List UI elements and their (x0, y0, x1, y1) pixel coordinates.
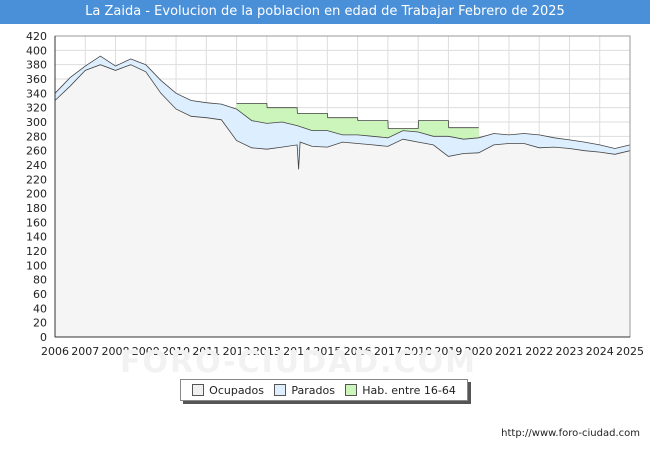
y-tick-label: 160 (26, 216, 47, 229)
y-tick-label: 140 (26, 231, 47, 244)
legend-swatch-ocupados (192, 384, 205, 396)
x-tick-label: 2018 (404, 345, 432, 358)
y-tick-label: 60 (33, 288, 47, 301)
legend-label-parados: Parados (291, 383, 335, 397)
x-tick-label: 2019 (434, 345, 462, 358)
y-tick-label: 120 (26, 245, 47, 258)
series-line-ocupados (54, 64, 631, 170)
x-tick-label: 2025 (616, 345, 644, 358)
y-tick-label: 240 (26, 159, 47, 172)
x-tick-label: 2012 (223, 345, 251, 358)
y-tick-label: 0 (40, 331, 47, 344)
x-tick-label: 2006 (41, 345, 69, 358)
legend-swatch-parados (274, 384, 287, 396)
legend-swatch-hab (345, 384, 358, 396)
y-tick-label: 40 (33, 302, 47, 315)
series-line-hab-entre-16-64 (236, 103, 479, 129)
y-tick-label: 260 (26, 145, 47, 158)
x-tick-label: 2015 (313, 345, 341, 358)
x-tick-label: 2016 (344, 345, 372, 358)
x-tick-label: 2020 (465, 345, 493, 358)
x-tick-label: 2011 (192, 345, 220, 358)
y-tick-label: 220 (26, 173, 47, 186)
watermark-text: FORO-CIUDAD.COM (120, 345, 477, 380)
x-tick-label: 2010 (162, 345, 190, 358)
y-tick-label: 340 (26, 87, 47, 100)
source-link[interactable]: http://www.foro-ciudad.com (501, 428, 640, 439)
y-tick-label: 360 (26, 73, 47, 86)
y-tick-label: 280 (26, 130, 47, 143)
y-tick-label: 400 (26, 44, 47, 57)
legend-item-hab: Hab. entre 16-64 (345, 384, 456, 397)
legend-label-hab: Hab. entre 16-64 (362, 383, 456, 397)
y-tick-label: 380 (26, 59, 47, 72)
x-tick-label: 2007 (71, 345, 99, 358)
y-tick-label: 20 (33, 317, 47, 330)
y-tick-label: 180 (26, 202, 47, 215)
chart-legend: Ocupados Parados Hab. entre 16-64 (180, 379, 468, 401)
legend-label-ocupados: Ocupados (209, 383, 265, 397)
x-tick-label: 2024 (586, 345, 614, 358)
chart-title: La Zaida - Evolucion de la poblacion en … (0, 0, 650, 24)
y-tick-label: 80 (33, 274, 47, 287)
legend-item-parados: Parados (274, 384, 335, 397)
x-tick-label: 2022 (525, 345, 553, 358)
x-tick-label: 2017 (374, 345, 402, 358)
x-tick-label: 2021 (495, 345, 523, 358)
x-tick-label: 2013 (253, 345, 281, 358)
y-tick-label: 300 (26, 116, 47, 129)
y-tick-label: 200 (26, 188, 47, 201)
x-tick-label: 2023 (555, 345, 583, 358)
x-tick-label: 2008 (102, 345, 130, 358)
y-tick-label: 320 (26, 102, 47, 115)
y-tick-label: 420 (26, 30, 47, 43)
series-area-ocupados (55, 64, 630, 337)
x-tick-label: 2009 (132, 345, 160, 358)
series-line-parados (54, 55, 631, 149)
x-tick-label: 2014 (283, 345, 311, 358)
y-tick-label: 100 (26, 259, 47, 272)
legend-item-ocupados: Ocupados (192, 384, 264, 397)
